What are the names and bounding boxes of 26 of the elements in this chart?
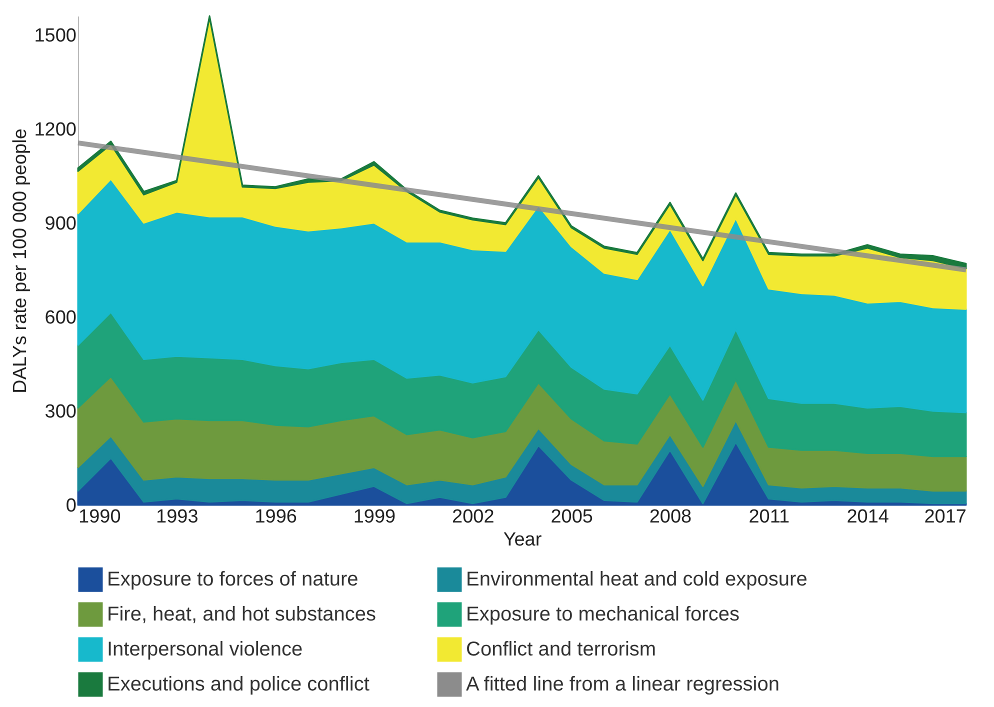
x-tick-label: 2008 [649,506,692,528]
x-tick-label: 2002 [452,506,494,528]
legend-label: Exposure to mechanical forces [466,604,740,626]
legend-label: Environmental heat and cold exposure [466,568,808,591]
y-tick-label: 1500 [34,25,76,46]
legend-label: A fitted line from a linear regression [466,674,780,696]
x-axis-title: Year [503,530,542,550]
x-tick-label: 2014 [846,506,890,528]
x-tick-label: 1993 [156,506,198,528]
x-tick-label: 1996 [254,506,297,528]
y-tick-label: 1200 [34,119,76,140]
y-tick-label: 900 [44,213,76,234]
x-tick-label: 2017 [924,506,966,528]
legend-label: Executions and police conflict [107,674,370,696]
x-tick-label: 1990 [78,506,121,528]
y-tick-label: 600 [44,307,76,328]
legend-label: Conflict and terrorism [466,638,656,660]
legend-label: Exposure to forces of nature [107,568,358,591]
x-tick-label: 2011 [748,506,790,528]
legend-label: Interpersonal violence [107,638,303,660]
legend-label: Fire, heat, and hot substances [107,604,376,626]
y-tick-label: 0 [66,496,76,516]
y-axis-title: DALYs rate per 100 000 people [10,128,32,394]
x-tick-label: 2005 [550,506,593,528]
y-tick-label: 300 [44,401,76,422]
x-tick-label: 1999 [353,506,396,528]
